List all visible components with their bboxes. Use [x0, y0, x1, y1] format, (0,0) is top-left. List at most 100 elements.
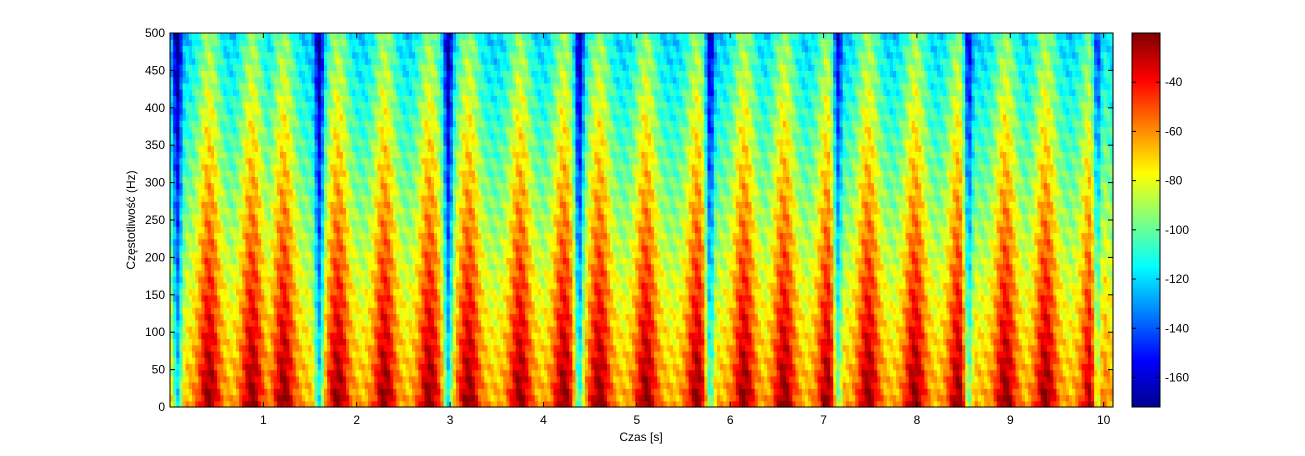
heatmap-cell — [399, 363, 404, 371]
heatmap-cell — [229, 301, 234, 308]
heatmap-cell — [232, 238, 237, 246]
heatmap-cell — [412, 213, 416, 221]
heatmap-cell — [386, 151, 391, 159]
heatmap-cell — [198, 64, 203, 71]
heatmap-cell — [355, 319, 360, 327]
heatmap-cell — [305, 76, 309, 84]
heatmap-cell — [311, 332, 316, 340]
heatmap-cell — [339, 251, 344, 258]
heatmap-cell — [336, 213, 341, 221]
heatmap-cell — [210, 332, 215, 340]
heatmap-cell — [258, 350, 262, 358]
heatmap-cell — [289, 33, 294, 40]
heatmap-cell — [207, 51, 212, 59]
heatmap-cell — [371, 238, 375, 246]
heatmap-cell — [207, 145, 212, 153]
heatmap-cell — [427, 201, 432, 209]
heatmap-cell — [415, 282, 419, 290]
heatmap-cell — [405, 101, 410, 109]
heatmap-cell — [179, 45, 184, 53]
heatmap-cell — [424, 282, 429, 290]
heatmap-cell — [258, 95, 262, 103]
heatmap-cell — [402, 120, 407, 128]
heatmap-cell — [204, 288, 209, 296]
heatmap-cell — [374, 332, 379, 340]
heatmap-cell — [276, 388, 281, 396]
heatmap-cell — [317, 220, 322, 227]
heatmap-cell — [239, 257, 243, 265]
heatmap-cell — [305, 226, 309, 234]
heatmap-cell — [245, 332, 250, 340]
heatmap-cell — [267, 244, 272, 252]
heatmap-cell — [273, 170, 278, 177]
heatmap-cell — [214, 57, 218, 65]
heatmap-cell — [176, 282, 181, 290]
heatmap-cell — [364, 64, 369, 71]
heatmap-cell — [361, 157, 366, 165]
heatmap-cell — [421, 382, 426, 389]
heatmap-cell — [317, 238, 322, 246]
heatmap-cell — [188, 400, 193, 408]
heatmap-cell — [402, 76, 407, 84]
heatmap-cell — [289, 357, 294, 364]
heatmap-cell — [361, 269, 366, 277]
heatmap-cell — [302, 201, 306, 209]
heatmap-cell — [330, 350, 335, 358]
heatmap-cell — [333, 151, 338, 159]
heatmap-cell — [236, 176, 240, 184]
heatmap-cell — [248, 220, 253, 227]
heatmap-cell — [280, 213, 284, 221]
heatmap-cell — [280, 394, 284, 402]
heatmap-cell — [170, 213, 174, 221]
heatmap-cell — [358, 101, 363, 109]
heatmap-cell — [276, 319, 281, 327]
heatmap-cell — [226, 363, 231, 371]
heatmap-cell — [198, 363, 203, 371]
heatmap-cell — [386, 33, 391, 40]
heatmap-cell — [330, 39, 335, 47]
heatmap-cell — [412, 114, 416, 121]
heatmap-cell — [412, 363, 416, 371]
heatmap-cell — [198, 170, 203, 177]
heatmap-cell — [380, 350, 385, 358]
heatmap-cell — [270, 126, 275, 134]
heatmap-cell — [311, 294, 316, 302]
heatmap-cell — [295, 170, 300, 177]
heatmap-cell — [330, 251, 335, 258]
heatmap-cell — [371, 195, 375, 202]
heatmap-cell — [327, 132, 331, 140]
heatmap-cell — [339, 201, 344, 209]
heatmap-cell — [358, 201, 363, 209]
heatmap-cell — [361, 400, 366, 408]
heatmap-cell — [270, 182, 275, 190]
heatmap-cell — [399, 207, 404, 215]
heatmap-cell — [210, 163, 215, 171]
heatmap-cell — [210, 114, 215, 121]
heatmap-cell — [412, 388, 416, 396]
heatmap-cell — [320, 269, 325, 277]
heatmap-cell — [179, 33, 184, 40]
heatmap-cell — [179, 51, 184, 59]
heatmap-cell — [214, 257, 218, 265]
heatmap-cell — [283, 51, 287, 59]
heatmap-cell — [302, 45, 306, 53]
heatmap-cell — [302, 350, 306, 358]
heatmap-cell — [204, 64, 209, 71]
heatmap-cell — [333, 76, 338, 84]
heatmap-cell — [346, 325, 350, 333]
heatmap-cell — [258, 45, 262, 53]
heatmap-cell — [402, 269, 407, 277]
heatmap-cell — [305, 220, 309, 227]
heatmap-cell — [333, 294, 338, 302]
heatmap-cell — [342, 294, 347, 302]
heatmap-cell — [192, 357, 196, 364]
heatmap-cell — [295, 151, 300, 159]
heatmap-cell — [251, 294, 256, 302]
heatmap-cell — [217, 375, 221, 383]
heatmap-cell — [393, 344, 397, 352]
heatmap-cell — [245, 257, 250, 265]
heatmap-cell — [286, 232, 291, 240]
heatmap-cell — [179, 76, 184, 84]
heatmap-cell — [418, 132, 423, 140]
heatmap-cell — [220, 176, 225, 184]
